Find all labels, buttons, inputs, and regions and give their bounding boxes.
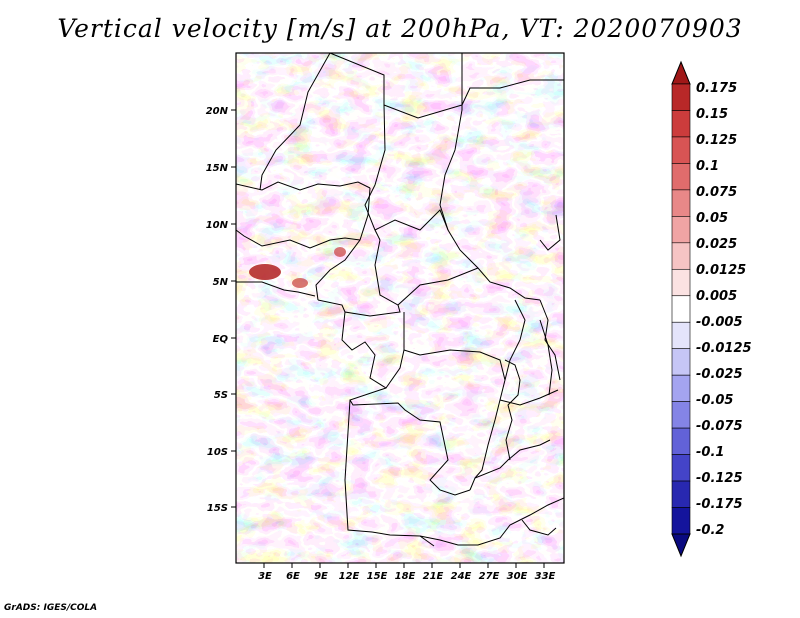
colorbar-label: 0.175 (696, 81, 737, 96)
map-frame (235, 52, 565, 564)
colorbar-segment (671, 216, 691, 244)
colorbar-segment (671, 295, 691, 323)
lon-label: 15E (367, 571, 388, 582)
colorbar-segment (671, 401, 691, 429)
country-borders (236, 53, 564, 547)
lon-label: 21E (423, 571, 444, 582)
colorbar-label: 0.15 (696, 107, 728, 122)
lon-label: 12E (339, 571, 360, 582)
updraft-hotspot (249, 247, 346, 288)
lon-label: 30E (507, 571, 528, 582)
lat-label: 10S (207, 447, 228, 458)
colorbar-segment (671, 110, 691, 138)
lat-label: 15S (207, 503, 228, 514)
colorbar-label: -0.025 (696, 367, 743, 382)
lat-label: 10N (206, 220, 229, 231)
colorbar-label: 0.005 (696, 289, 737, 304)
lon-label: 24E (451, 571, 472, 582)
grads-credit: GrADS: IGES/COLA (4, 603, 98, 613)
colorbar-segment (671, 83, 691, 111)
colorbar-label: -0.05 (696, 393, 733, 408)
chart-title: Vertical velocity [m/s] at 200hPa, VT: 2… (57, 14, 743, 43)
lat-axis (231, 109, 236, 508)
colorbar-segment (671, 136, 691, 164)
lat-label: 5S (214, 390, 228, 401)
colorbar-segment (671, 348, 691, 376)
lon-label: 27E (479, 571, 500, 582)
lat-label: 20N (206, 106, 229, 117)
colorbar-label: -0.175 (696, 497, 743, 512)
colorbar-segment (671, 189, 691, 217)
colorbar-segment (671, 427, 691, 455)
colorbar-segment (671, 454, 691, 482)
colorbar-label: -0.125 (696, 471, 743, 486)
colorbar-label: -0.005 (696, 315, 743, 330)
colorbar-label: -0.075 (696, 419, 743, 434)
colorbar-label: 0.0125 (696, 263, 746, 278)
lon-label: 18E (395, 571, 416, 582)
colorbar-cap-bottom (671, 533, 691, 558)
colorbar-label: 0.05 (696, 211, 728, 226)
lat-label: 15N (206, 163, 229, 174)
colorbar-segment (671, 321, 691, 350)
colorbar-label: -0.0125 (696, 341, 752, 356)
lon-axis (263, 563, 545, 568)
colorbar-label: 0.125 (696, 133, 737, 148)
lat-label: EQ (213, 334, 229, 345)
lon-label: 6E (286, 571, 300, 582)
colorbar-label: 0.025 (696, 237, 737, 252)
colorbar-segment (671, 374, 691, 402)
lat-label: 5N (213, 277, 229, 288)
colorbar-label: -0.1 (696, 445, 724, 460)
colorbar-segment (671, 268, 691, 297)
colorbar-segment (671, 507, 691, 535)
colorbar-cap-top (671, 60, 691, 85)
colorbar-labels: 0.175 0.15 0.125 0.1 0.075 0.05 0.025 0.… (696, 81, 752, 538)
colorbar-segment (671, 480, 691, 508)
colorbar-segment (671, 242, 691, 270)
colorbar-segment (671, 163, 691, 191)
lon-label: 3E (258, 571, 272, 582)
velocity-field (236, 53, 564, 563)
lon-label: 9E (314, 571, 328, 582)
colorbar-label: -0.2 (696, 523, 724, 538)
colorbar-label: 0.1 (696, 159, 719, 174)
colorbar (671, 60, 691, 558)
colorbar-label: 0.075 (696, 185, 737, 200)
lon-label: 33E (535, 571, 556, 582)
